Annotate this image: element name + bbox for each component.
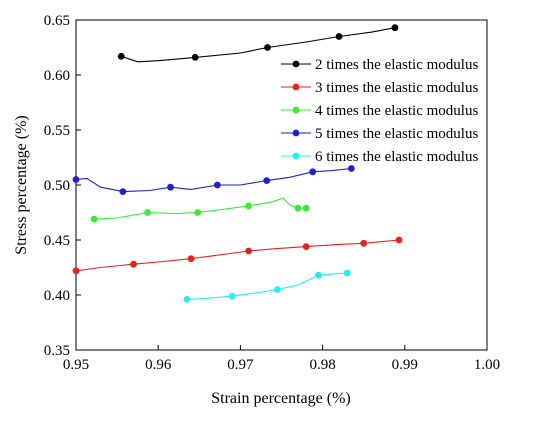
data-point [90, 215, 98, 223]
data-point [302, 243, 310, 251]
series-5x [72, 165, 355, 196]
x-tick-label: 0.97 [227, 357, 254, 373]
legend-label: 5 times the elastic modulus [315, 126, 478, 142]
legend-swatch-marker [292, 60, 300, 68]
data-point [391, 24, 399, 32]
data-point [119, 188, 127, 196]
data-point [183, 296, 191, 303]
data-point [309, 168, 317, 176]
data-point [343, 269, 351, 277]
data-point [130, 260, 137, 268]
data-point [187, 255, 195, 263]
series-line [186, 272, 348, 300]
legend: 2 times the elastic modulus 3 times the e… [281, 57, 478, 165]
y-tick-label: 0.60 [44, 68, 70, 84]
data-point [395, 236, 403, 244]
ticks-layer: 0.95 0.96 0.97 0.98 0.99 1.00 0.35 0.40 0.45 0.50… [44, 13, 500, 373]
series-layer [72, 24, 403, 303]
series-6x [183, 269, 351, 303]
x-tick-label: 0.99 [392, 357, 418, 373]
series-2x [117, 24, 399, 63]
legend-swatch-marker [292, 83, 300, 91]
legend-label: 6 times the elastic modulus [315, 149, 478, 165]
data-point [315, 271, 322, 279]
data-point [72, 267, 80, 275]
data-point [245, 202, 253, 210]
y-tick-label: 0.50 [44, 178, 70, 194]
x-tick-label: 0.98 [309, 357, 335, 373]
data-point [228, 292, 236, 300]
data-point [347, 165, 355, 172]
legend-swatch-marker [292, 106, 300, 114]
data-point [294, 204, 302, 212]
y-tick-label: 0.55 [44, 123, 70, 139]
y-axis-title: Stress percentage (%) [13, 115, 30, 255]
y-tick-label: 0.45 [44, 233, 70, 249]
data-point [167, 183, 174, 191]
data-point [264, 44, 271, 51]
y-tick-label: 0.40 [44, 288, 70, 304]
data-point [302, 204, 310, 212]
data-point [194, 209, 202, 216]
data-point [273, 286, 281, 293]
x-tick-label: 0.96 [145, 357, 172, 373]
series-line [75, 239, 400, 272]
data-point [335, 33, 343, 40]
legend-swatch-marker [292, 129, 300, 137]
data-point [263, 177, 271, 185]
legend-label: 2 times the elastic modulus [315, 57, 478, 73]
y-tick-label: 0.65 [44, 13, 70, 29]
legend-label: 3 times the elastic modulus [315, 80, 478, 96]
data-point [245, 247, 253, 255]
y-tick-label: 0.35 [44, 343, 70, 359]
legend-swatch-marker [292, 152, 300, 160]
x-tick-label: 0.95 [63, 357, 89, 373]
data-point [117, 52, 125, 60]
series-line [121, 27, 396, 63]
series-3x [72, 236, 403, 275]
series-4x [90, 197, 310, 223]
legend-label: 4 times the elastic modulus [315, 103, 478, 119]
x-axis-title: Strain percentage (%) [211, 390, 350, 407]
data-point [360, 239, 368, 247]
data-point [144, 209, 151, 216]
x-tick-label: 1.00 [474, 357, 500, 373]
data-point [72, 176, 80, 183]
series-line [75, 167, 352, 193]
series-line [94, 197, 307, 220]
data-point [191, 54, 199, 61]
data-point [213, 181, 221, 189]
